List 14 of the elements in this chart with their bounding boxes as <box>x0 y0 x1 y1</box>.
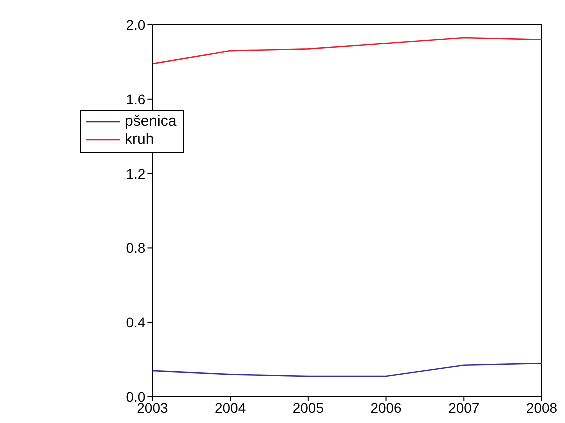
x-tick-label: 2007 <box>448 400 480 416</box>
legend-label: kruh <box>125 131 154 149</box>
legend-label: pšenica <box>125 113 177 131</box>
y-tick-label: 1.2 <box>126 166 146 182</box>
x-tick-label: 2006 <box>370 400 402 416</box>
line-series <box>152 362 542 378</box>
line-series <box>152 37 542 65</box>
y-tick-label: 0.4 <box>126 314 146 331</box>
x-tick-label: 2008 <box>526 400 558 416</box>
y-tick-label: 2.0 <box>126 16 146 33</box>
y-tick-label: 0.8 <box>126 240 146 256</box>
y-tick-label: 1.6 <box>126 91 146 108</box>
x-tick-label: 2004 <box>214 400 246 416</box>
x-tick-label: 2005 <box>292 400 324 416</box>
